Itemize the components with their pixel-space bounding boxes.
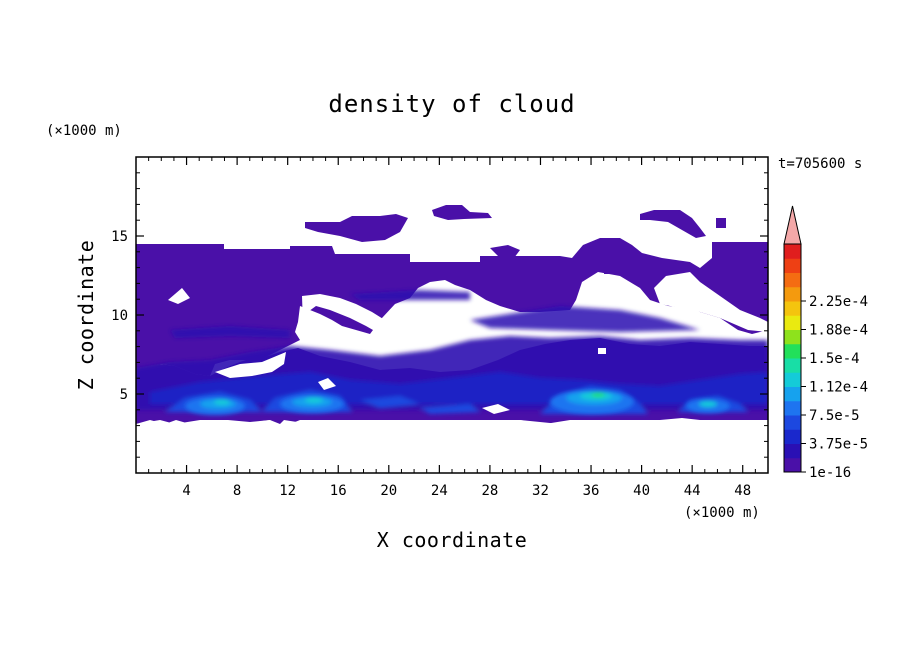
y-unit-label: (×1000 m) (46, 123, 122, 139)
level-1-wisp-2 (470, 306, 700, 332)
x-tick-label: 20 (380, 483, 397, 499)
cloud-bottom-edge (136, 420, 768, 473)
y-tick-label: 15 (111, 229, 128, 245)
colorbar-segment (784, 400, 801, 416)
x-axis-ticks: 4 8 12 16 20 24 28 32 36 40 44 48 (148, 157, 756, 499)
clear-hole-7 (318, 378, 336, 390)
colorbar-segment (784, 315, 801, 330)
colorbar-segment (784, 443, 801, 459)
colorbar-segment (784, 329, 801, 345)
cloud-upper-patch-7 (459, 263, 465, 269)
core-1-inner (214, 399, 230, 405)
colorbar-extension (783, 205, 802, 245)
colorbar-segment (784, 258, 801, 273)
colorbar-segment (784, 301, 801, 316)
clear-hole-3 (215, 352, 286, 378)
x-tick-label: 24 (431, 483, 448, 499)
clear-hole-6 (598, 348, 606, 354)
colorbar-segment (784, 429, 801, 444)
x-tick-label: 8 (233, 483, 241, 499)
cloud-upper-patch-5 (604, 264, 626, 274)
colorbar-label: 1.5e-4 (809, 351, 860, 367)
colorbar-segment (784, 244, 801, 259)
colorbar-segment (784, 286, 801, 302)
cloud-cores (185, 390, 730, 415)
time-label: t=705600 s (778, 156, 862, 172)
y-tick-label: 5 (120, 387, 128, 403)
clear-hole-1 (302, 294, 392, 334)
x-tick-label: 32 (532, 483, 549, 499)
colorbar-segment (784, 386, 801, 402)
colorbar: 1e-16 3.75e-5 7.5e-5 1.12e-4 1.5e-4 1.88e-4 2.… (783, 205, 868, 481)
x-tick-label: 44 (684, 483, 701, 499)
colorbar-segment (784, 272, 801, 288)
x-tick-label: 4 (182, 483, 190, 499)
cloud-upper-patch-1 (305, 214, 408, 242)
cloud-upper-patch-6 (716, 218, 726, 228)
core-2-inner (305, 397, 323, 403)
y-tick-label: 10 (111, 308, 128, 324)
x-axis-label: X coordinate (377, 528, 528, 552)
colorbar-label: 2.25e-4 (809, 294, 868, 310)
x-tick-label: 40 (633, 483, 650, 499)
x-tick-label: 48 (734, 483, 751, 499)
x-tick-label: 16 (330, 483, 347, 499)
colorbar-label: 1.88e-4 (809, 323, 868, 339)
x-tick-label: 12 (279, 483, 296, 499)
cloud-upper-patch-3 (640, 210, 706, 238)
x-tick-label: 28 (481, 483, 498, 499)
level-1-wisp-3 (350, 290, 470, 300)
x-tick-label: 36 (583, 483, 600, 499)
y-axis-label: Z coordinate (74, 240, 98, 391)
y-axis-ticks: 5 10 15 (111, 172, 768, 458)
colorbar-segment (784, 343, 801, 359)
core-3-peak (591, 393, 605, 397)
core-4-inner (699, 401, 717, 407)
clear-hole-4 (654, 272, 768, 332)
colorbar-segment (784, 372, 801, 387)
colorbar-label: 3.75e-5 (809, 437, 868, 453)
cloud-upper-patch-4 (490, 245, 520, 258)
colorbar-segment (784, 358, 801, 373)
colorbar-segment (784, 415, 801, 430)
level-1-wisp-1 (170, 326, 290, 338)
x-unit-label: (×1000 m) (684, 505, 760, 521)
cloud-field (136, 205, 768, 473)
clear-regions (168, 272, 768, 414)
clear-hole-2 (168, 288, 190, 304)
colorbar-label: 1.12e-4 (809, 380, 868, 396)
cloud-upper-patch-2 (432, 205, 492, 220)
colorbar-segment (784, 457, 801, 473)
clear-hole-5 (482, 404, 510, 414)
chart-title: density of cloud (328, 90, 575, 118)
colorbar-label: 1e-16 (809, 465, 851, 481)
colorbar-label: 7.5e-5 (809, 408, 860, 424)
